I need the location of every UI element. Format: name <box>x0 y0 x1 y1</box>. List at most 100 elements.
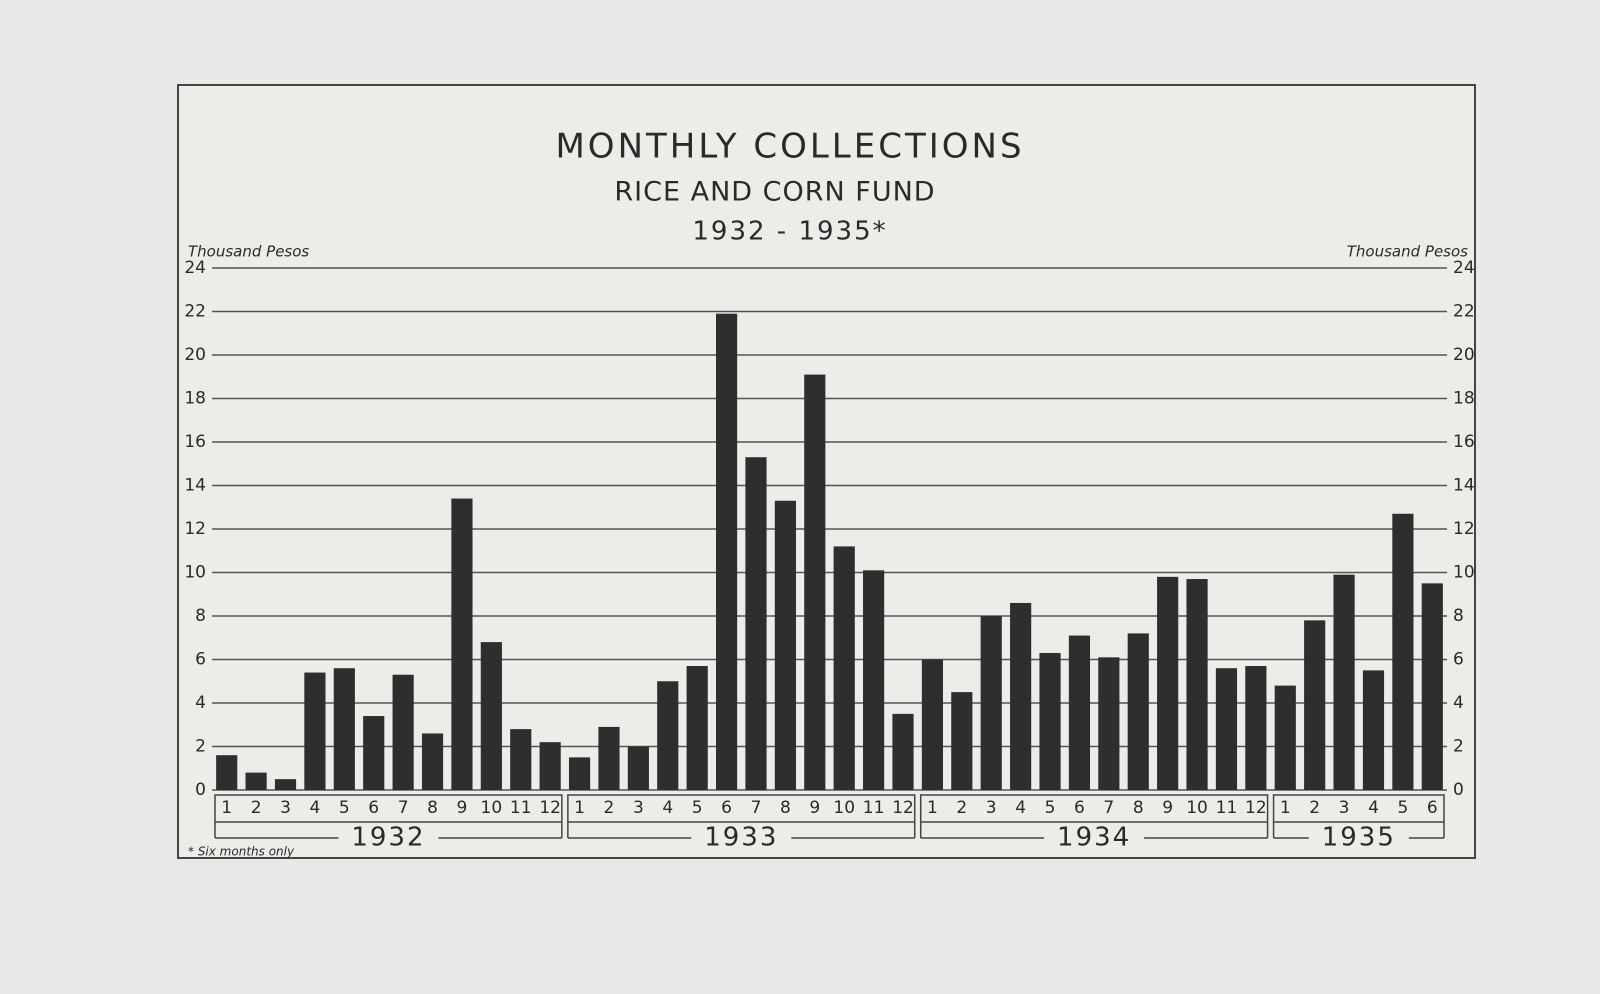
bar <box>1068 635 1091 790</box>
y-tick-label: 0 <box>195 780 206 800</box>
x-tick-label: 2 <box>1309 798 1320 818</box>
x-tick-label: 1 <box>1280 798 1291 818</box>
y-tick-label: 6 <box>195 650 206 670</box>
bar <box>1039 652 1061 790</box>
x-tick-label: 3 <box>986 798 997 818</box>
bar <box>804 374 826 790</box>
x-tick-label: 9 <box>457 798 468 818</box>
y-tick-label: 16 <box>184 432 206 452</box>
bar <box>510 729 532 790</box>
y2-tick-label: 8 <box>1453 606 1464 626</box>
y-tick-label: 8 <box>195 606 206 626</box>
x-tick-label: 3 <box>280 798 291 818</box>
x-tick-label: 4 <box>1368 798 1379 818</box>
chart-subtitle: RICE AND CORN FUND <box>614 177 935 208</box>
x-tick-label: 10 <box>481 798 503 818</box>
x-tick-label: 9 <box>1162 798 1173 818</box>
footnote: * Six months only <box>188 845 295 859</box>
x-tick-label: 4 <box>1015 798 1026 818</box>
bar <box>1304 620 1326 790</box>
x-tick-label: 6 <box>721 798 732 818</box>
bar <box>892 713 914 790</box>
bar <box>1010 602 1032 790</box>
bar <box>1333 574 1355 790</box>
group-box <box>1272 794 1445 823</box>
x-tick-label: 1 <box>927 798 938 818</box>
y2-tick-label: 10 <box>1453 563 1475 583</box>
y2-tick-label: 16 <box>1453 432 1475 452</box>
bar <box>1215 668 1238 790</box>
group-label: 1933 <box>704 823 778 853</box>
x-tick-label: 10 <box>833 798 855 818</box>
y2-tick-label: 22 <box>1453 302 1475 322</box>
x-tick-label: 9 <box>809 798 820 818</box>
bar <box>598 726 620 790</box>
bar <box>1392 513 1414 790</box>
bar <box>627 746 649 790</box>
bar <box>392 674 414 790</box>
y2-tick-label: 12 <box>1453 519 1475 539</box>
x-tick-label: 11 <box>863 798 885 818</box>
bar <box>863 570 885 790</box>
x-tick-label: 3 <box>633 798 644 818</box>
x-tick-label: 6 <box>368 798 379 818</box>
y2-tick-label: 18 <box>1453 389 1475 409</box>
bar <box>833 546 855 790</box>
group-box <box>214 794 563 823</box>
bar <box>774 500 796 790</box>
bar <box>686 666 708 790</box>
group-label: 1934 <box>1057 823 1131 853</box>
bar <box>921 659 944 790</box>
chart-title: MONTHLY COLLECTIONS <box>555 127 1024 167</box>
x-tick-label: 12 <box>539 798 561 818</box>
x-tick-label: 1 <box>221 798 232 818</box>
bar <box>1127 633 1149 790</box>
bar <box>1274 685 1296 790</box>
y-tick-label: 22 <box>184 302 206 322</box>
y2-tick-label: 4 <box>1453 693 1464 713</box>
x-tick-label: 10 <box>1186 798 1208 818</box>
y-tick-label: 4 <box>195 693 206 713</box>
x-tick-label: 5 <box>339 798 350 818</box>
bar <box>539 742 561 790</box>
x-tick-label: 3 <box>1339 798 1350 818</box>
x-tick-label: 7 <box>1103 798 1114 818</box>
bar <box>480 642 502 790</box>
y-tick-label: 24 <box>184 258 206 278</box>
bar <box>363 716 385 790</box>
x-tick-label: 5 <box>1045 798 1056 818</box>
x-tick-label: 8 <box>780 798 791 818</box>
x-tick-label: 1 <box>574 798 585 818</box>
bar <box>568 757 591 790</box>
y2-tick-label: 0 <box>1453 780 1464 800</box>
bar <box>1245 666 1267 790</box>
bar <box>1157 576 1179 790</box>
y2-tick-label: 2 <box>1453 737 1464 757</box>
y-tick-label: 14 <box>184 476 206 496</box>
x-tick-label: 4 <box>310 798 321 818</box>
x-tick-label: 4 <box>662 798 673 818</box>
group-label: 1932 <box>351 823 425 853</box>
bar <box>715 313 738 790</box>
group-label: 1935 <box>1322 823 1396 853</box>
bar <box>274 779 297 790</box>
y-tick-label: 10 <box>184 563 206 583</box>
bar <box>304 672 326 790</box>
y-tick-label: 2 <box>195 737 206 757</box>
bar <box>421 733 444 790</box>
y-tick-label: 20 <box>184 345 206 365</box>
y2-tick-label: 20 <box>1453 345 1475 365</box>
bar <box>951 692 973 790</box>
y2-tick-label: 6 <box>1453 650 1464 670</box>
x-tick-label: 8 <box>427 798 438 818</box>
x-tick-label: 2 <box>604 798 615 818</box>
bar <box>245 772 267 790</box>
x-tick-label: 2 <box>251 798 262 818</box>
group-box <box>919 794 1269 823</box>
bar <box>745 457 767 790</box>
x-tick-label: 5 <box>692 798 703 818</box>
bar <box>451 498 473 790</box>
group-box <box>567 794 916 823</box>
y-tick-label: 12 <box>184 519 206 539</box>
